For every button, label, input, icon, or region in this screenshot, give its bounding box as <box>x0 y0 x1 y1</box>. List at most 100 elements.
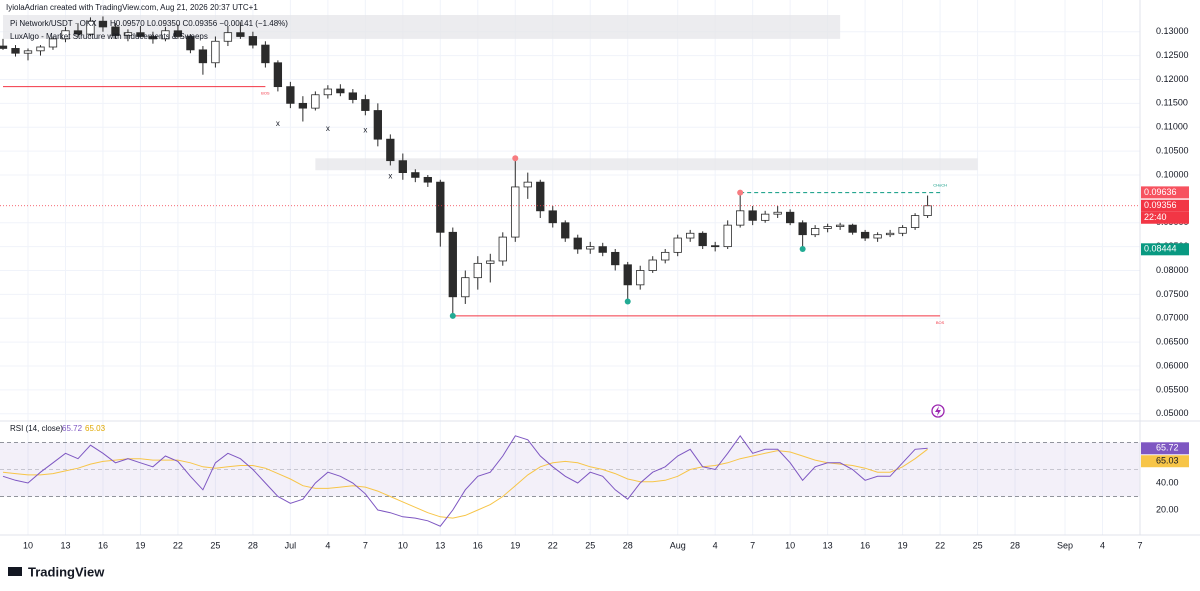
x-tick-label: 10 <box>23 540 33 550</box>
swing-point <box>624 298 631 305</box>
candle-body <box>23 50 33 54</box>
x-tick-label: 7 <box>363 540 368 550</box>
candle-body <box>598 246 607 253</box>
candle-body <box>923 205 932 216</box>
rsi-ma-value: 65.03 <box>85 424 106 433</box>
candle-body <box>98 20 108 28</box>
candle-body <box>423 176 432 183</box>
candle-body <box>711 245 720 248</box>
logo-mark <box>8 567 22 576</box>
candle-body <box>211 40 220 64</box>
x-tick-label: 28 <box>623 540 633 550</box>
x-tick-label: 16 <box>473 540 483 550</box>
x-tick-label: 7 <box>1137 540 1142 550</box>
x-tick-label: 28 <box>1010 540 1020 550</box>
x-tick-label: 25 <box>585 540 595 550</box>
x-tick-label: 7 <box>750 540 755 550</box>
x-tick-label: 16 <box>98 540 108 550</box>
swing-point <box>799 246 806 253</box>
candle-body <box>336 88 345 94</box>
candle-body <box>11 48 20 54</box>
price-label-box <box>1141 199 1189 212</box>
candle-body <box>73 30 83 35</box>
candle-body <box>273 62 283 88</box>
x-tick-label: 4 <box>1100 540 1105 550</box>
candle-body <box>248 36 258 46</box>
candle-body <box>698 232 707 247</box>
y-tick-label: 0.05000 <box>1156 408 1189 418</box>
x-tick-label: 22 <box>935 540 945 550</box>
sweep-marker: x <box>388 172 392 181</box>
candle-body <box>286 86 295 104</box>
candle-body <box>636 270 645 286</box>
x-tick-label: 19 <box>510 540 520 550</box>
y-tick-label: 0.11000 <box>1156 122 1188 132</box>
swing-point <box>737 189 744 196</box>
candle-body <box>898 227 907 234</box>
candle-body <box>611 251 620 266</box>
rsi-axis-ma: 65.03 <box>1156 456 1179 466</box>
x-tick-label: 25 <box>210 540 220 550</box>
candle-body <box>161 30 170 40</box>
candle-body <box>561 222 570 239</box>
candle-body <box>623 264 632 286</box>
sweep-marker: x <box>326 124 330 133</box>
candle-body <box>373 110 382 140</box>
candle-body <box>436 181 445 233</box>
candle-body <box>298 102 308 109</box>
level-label: BOS <box>261 91 270 96</box>
candle-body <box>186 36 195 51</box>
price-label: 0.08444 <box>1144 244 1177 254</box>
ohlc: H0.09570 L0.09350 C0.09356 −0.00141 (−1.… <box>110 19 288 28</box>
x-tick-label: 13 <box>823 540 833 550</box>
candle-body <box>798 222 807 236</box>
candle-body <box>736 210 745 226</box>
candle-body <box>536 181 545 212</box>
rsi-axis-value: 65.72 <box>1156 443 1179 453</box>
created-note: IyiolaAdrian created with TradingView.co… <box>6 3 258 12</box>
y-tick-label: 0.08000 <box>1156 265 1189 275</box>
candle-body <box>873 234 882 239</box>
candle-body <box>786 211 795 224</box>
y-tick-label: 0.06500 <box>1156 337 1189 347</box>
candle-body <box>860 231 870 239</box>
price-label-box <box>1141 186 1189 199</box>
candle-body <box>136 32 145 37</box>
x-tick-label: 4 <box>713 540 718 550</box>
x-tick-label: 10 <box>785 540 795 550</box>
x-tick-label: 16 <box>860 540 870 550</box>
candle-body <box>148 36 158 40</box>
y-tick-label: 0.07500 <box>1156 289 1189 299</box>
candle-body <box>61 30 70 40</box>
candle-body <box>673 237 682 253</box>
axes: 10 13 16 19 22 25 28 Jul 4 7 10 13 16 19 22 25 28 Aug 4 7 10… <box>23 26 1189 550</box>
y-tick-label: 0.12000 <box>1156 74 1189 84</box>
candle-body <box>773 211 782 215</box>
alert-icon <box>931 404 945 418</box>
rsi-ma-box <box>1141 455 1189 468</box>
candle-body <box>848 224 857 233</box>
candle-body <box>910 215 920 228</box>
candle-body <box>586 246 595 250</box>
candle-body <box>173 30 183 37</box>
candle-body <box>323 88 333 96</box>
candle-body <box>885 232 895 236</box>
candle-body <box>111 26 120 36</box>
candle-body <box>348 92 357 100</box>
rsi-line <box>2 434 928 527</box>
x-tick-label: 13 <box>60 540 70 550</box>
x-tick-label: 13 <box>435 540 445 550</box>
candle-body <box>261 44 270 64</box>
candle-body <box>523 181 532 188</box>
rsi-ma-line <box>2 448 928 519</box>
y-tick-label: 0.06000 <box>1156 360 1189 370</box>
level-label: CHoCH <box>933 183 947 188</box>
rsi-name: RSI (14, close) <box>10 424 63 433</box>
zone <box>3 15 841 39</box>
candle-body <box>36 46 45 52</box>
price-label: 0.09636 <box>1144 187 1177 197</box>
y-tick-label: 0.10500 <box>1156 145 1189 155</box>
zone <box>315 158 978 171</box>
x-tick-label: 10 <box>398 540 408 550</box>
x-tick-label: Aug <box>670 540 686 550</box>
